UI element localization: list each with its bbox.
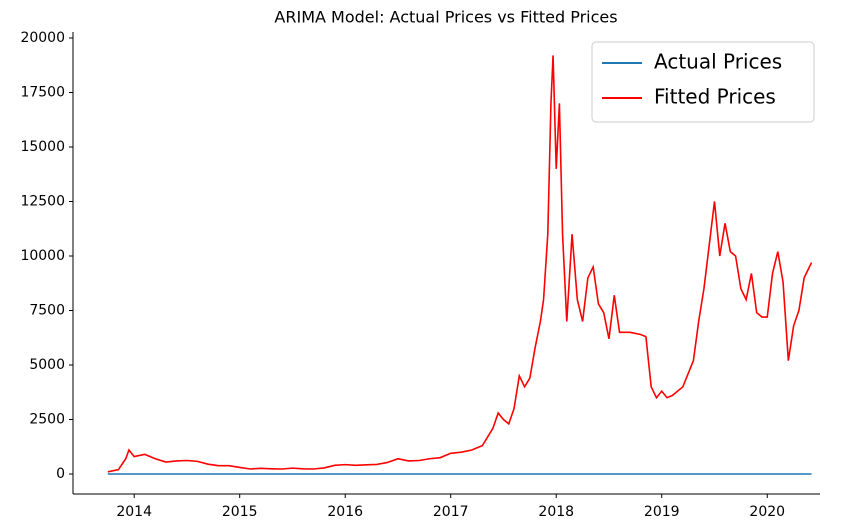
y-tick-label: 7500 xyxy=(29,303,65,319)
y-tick-label: 2500 xyxy=(29,412,65,428)
y-tick-label: 17500 xyxy=(20,84,65,100)
y-tick-label: 12500 xyxy=(20,194,65,210)
chart-title: ARIMA Model: Actual Prices vs Fitted Pri… xyxy=(274,8,617,27)
y-tick-label: 10000 xyxy=(20,248,65,264)
y-tick-label: 5000 xyxy=(29,357,65,373)
y-tick-label: 15000 xyxy=(20,139,65,155)
legend-label: Fitted Prices xyxy=(654,85,776,109)
series-line xyxy=(107,55,813,473)
x-tick-label: 2019 xyxy=(644,504,680,520)
y-tick-label: 0 xyxy=(56,466,65,482)
y-tick-label: 20000 xyxy=(20,30,65,46)
x-tick-label: 2017 xyxy=(433,504,469,520)
legend-label: Actual Prices xyxy=(654,50,782,74)
x-tick-label: 2014 xyxy=(116,504,152,520)
x-tick-label: 2015 xyxy=(222,504,258,520)
x-tick-label: 2020 xyxy=(749,504,785,520)
x-tick-label: 2016 xyxy=(327,504,363,520)
legend-box xyxy=(591,41,815,123)
x-tick-label: 2018 xyxy=(538,504,574,520)
